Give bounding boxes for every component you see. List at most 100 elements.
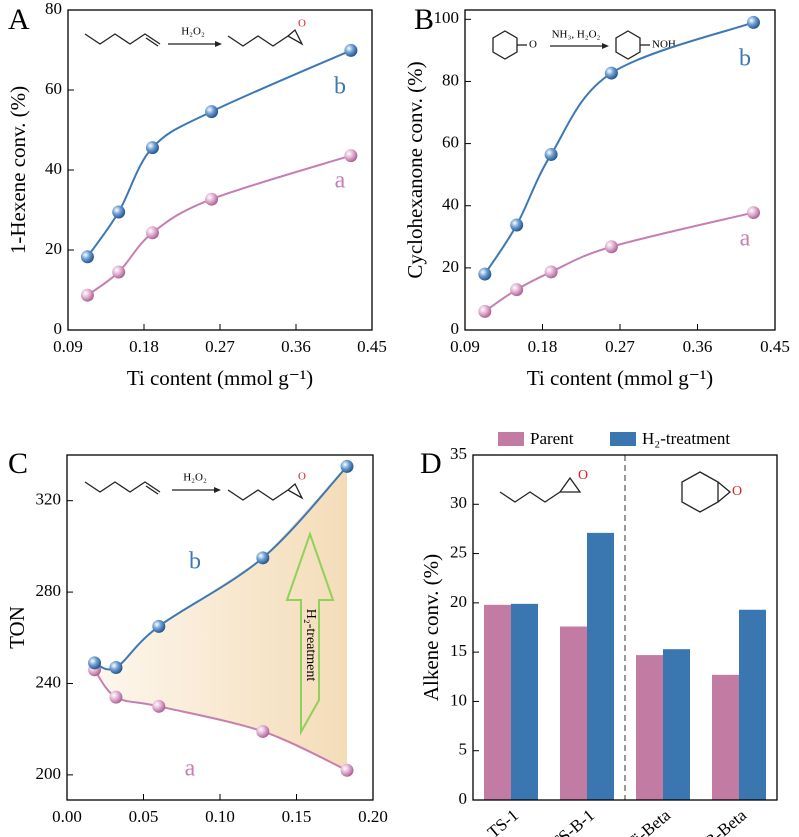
legend-swatch [610,432,636,446]
bar [636,655,663,800]
atom: O [298,18,306,30]
scheme: O O [499,468,742,513]
y-tick-label: 320 [36,490,62,509]
atom: O [529,39,537,51]
y-tick-label: 200 [36,764,62,783]
scheme: H₂O₂ O [84,18,306,47]
reagent: H₂O₂ [181,26,205,38]
x-tick-label: 0.15 [282,807,312,826]
y-axis-label: TON [5,606,29,649]
data-point [145,226,159,240]
data-point [152,619,166,633]
series-label: a [185,756,196,782]
x-tick-label: 0.27 [605,337,635,356]
series-label: a [335,168,346,194]
reagent: NH₃, H₂O₂ [552,29,601,41]
y-tick-label: 80 [45,0,62,18]
x-tick-label: 0.45 [760,337,790,356]
bar [739,609,766,800]
data-point [746,15,760,29]
y-tick-label: 30 [450,493,467,512]
data-point [344,149,358,163]
data-point [340,763,354,777]
y-tick-label: 40 [442,195,459,214]
bar [712,674,739,800]
reagent: H₂O₂ [183,472,207,484]
x-tick-label: Ti-B-Beta [686,805,751,837]
x-tick-label: TS-B-1 [547,806,598,837]
data-point [478,304,492,318]
x-tick-label: 0.18 [129,337,159,356]
data-point [478,267,492,281]
plot-frame [66,454,374,801]
data-point [80,288,94,302]
bar [587,532,614,800]
series-line [86,49,352,258]
data-point [109,690,123,704]
x-tick-label: 0.09 [53,337,83,356]
y-tick-label: 80 [442,70,459,89]
atom: O [732,484,742,499]
y-axis-label: Alkene conv. (%) [419,554,443,701]
x-tick-label: 0.18 [528,337,558,356]
x-tick-label: TS-1 [484,806,522,837]
y-tick-label: 100 [434,8,460,27]
data-point [109,660,123,674]
y-tick-label: 15 [450,641,467,660]
arrow [285,530,335,736]
series-line [484,211,754,313]
legend-label: H₂-treatment [642,429,730,448]
bar [484,604,511,800]
y-tick-label: 20 [442,257,459,276]
x-tick-label: 0.09 [450,337,480,356]
x-axis-label: Ti content (mmol g⁻¹) [527,366,713,390]
data-point [256,724,270,738]
y-tick-label: 40 [45,159,62,178]
y-tick-label: 5 [459,740,468,759]
data-point [344,43,358,57]
series-label: b [739,46,751,72]
shaded-region [94,466,347,771]
x-tick-label: 0.36 [683,337,713,356]
data-point [340,459,354,473]
panel-letter: D [420,447,442,480]
scheme: O NH₃, H₂O₂ NOH [492,29,676,60]
atom: O [578,468,588,483]
plot-frame [464,9,776,331]
panel-letter: A [8,3,30,36]
data-point [544,265,558,279]
data-point [205,105,219,119]
plot-frame [67,9,373,331]
panel-letter: C [8,447,28,480]
x-tick-label: 0.05 [129,807,159,826]
data-point [112,265,126,279]
data-point [152,699,166,713]
y-tick-label: 10 [450,690,467,709]
y-tick-label: 280 [36,581,62,600]
data-point [510,218,524,232]
annotation: H₂-treatment [303,609,318,682]
data-point [256,551,270,565]
x-tick-label: 0.20 [358,807,388,826]
data-point [510,283,524,297]
y-tick-label: 60 [45,79,62,98]
data-point [112,205,126,219]
y-tick-label: 35 [450,444,467,463]
y-tick-label: 0 [451,319,460,338]
data-point [145,141,159,155]
bar [511,603,538,800]
legend-swatch [498,432,524,446]
atom: O [298,471,306,483]
data-point [746,206,760,220]
data-point [80,250,94,264]
plot-frame [472,454,778,801]
y-tick-label: 0 [54,319,63,338]
data-point [205,192,219,206]
scheme: H₂O₂ O H₂-treatment [84,471,335,736]
data-point [544,147,558,161]
series-line [483,21,754,275]
atom: NOH [652,39,676,51]
series-line [93,669,348,772]
bar [663,649,690,800]
